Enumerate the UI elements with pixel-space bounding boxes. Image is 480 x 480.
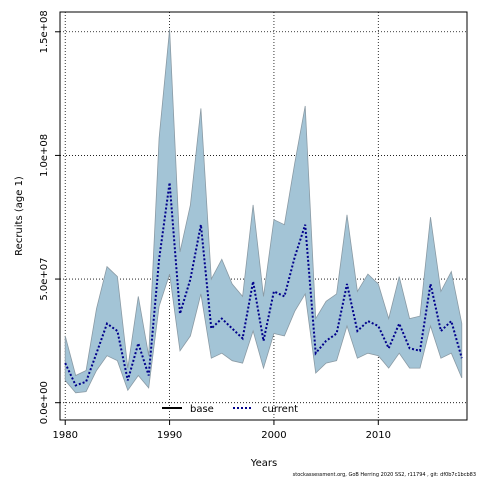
- y-tick-label: 5.0e+07: [39, 257, 50, 300]
- x-tick-label: 1980: [52, 430, 77, 441]
- x-tick-label: 2010: [366, 430, 391, 441]
- x-tick-label: 2000: [261, 430, 286, 441]
- series-line-current: [64, 182, 463, 387]
- y-tick-label: 1.0e+08: [39, 134, 50, 177]
- confidence-band: [64, 29, 463, 394]
- x-axis: 1980 1990 2000 2010: [52, 420, 391, 441]
- plot-frame: [59, 11, 468, 421]
- y-tick-label: 1.5e+08: [39, 10, 50, 53]
- legend: base current: [162, 404, 298, 415]
- x-tick-label: 1990: [157, 430, 182, 441]
- y-axis: 0.0e+00 5.0e+07 1.0e+08 1.5e+08: [39, 10, 60, 424]
- y-axis-title: Recruits (age 1): [14, 176, 25, 256]
- legend-label-current: current: [262, 404, 298, 415]
- footnote: stockassessment.org, GoB Herring 2020 SS…: [292, 472, 476, 478]
- x-axis-title: Years: [250, 458, 277, 469]
- y-tick-label: 0.0e+00: [39, 381, 50, 424]
- legend-label-base: base: [190, 404, 214, 415]
